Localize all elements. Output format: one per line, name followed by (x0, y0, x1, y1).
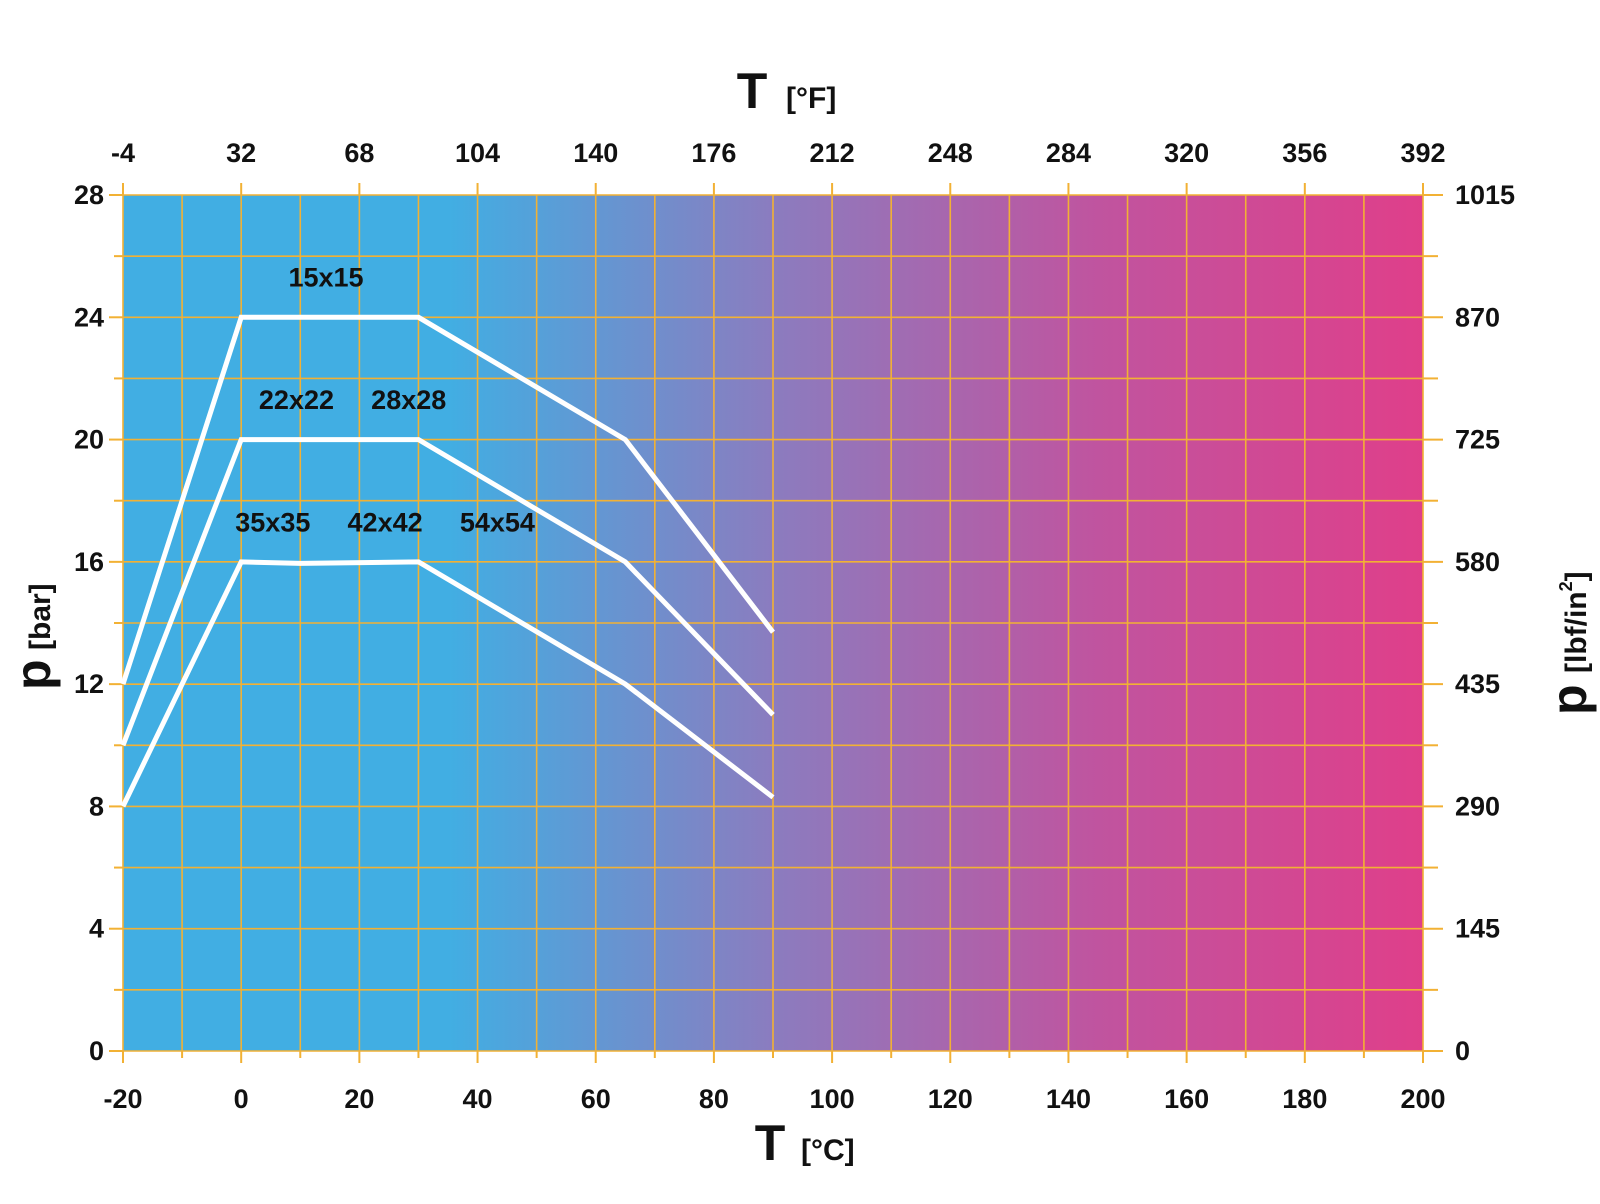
y-tick-label: 8 (89, 791, 104, 821)
y-tick-label: 12 (74, 669, 104, 699)
x2-tick-label: 104 (455, 138, 500, 168)
series-label: 28x28 (371, 385, 446, 415)
y2-axis-unit-sup: 2 (1556, 581, 1576, 591)
series-line (120, 559, 775, 808)
x2-tick-label: 32 (226, 138, 256, 168)
y2-tick-label: 145 (1455, 914, 1500, 944)
series-line (120, 437, 775, 747)
y2-axis-unit-close: ] (1560, 571, 1593, 581)
axis-ticks (109, 183, 1443, 1063)
x-tick-label: -20 (103, 1084, 142, 1114)
y-tick-label: 16 (74, 547, 104, 577)
x2-tick-label: 356 (1282, 138, 1327, 168)
y2-tick-label: 1015 (1455, 180, 1515, 210)
y-tick-label: 0 (89, 1036, 104, 1066)
x-tick-label: 200 (1400, 1084, 1445, 1114)
x2-tick-label: 248 (928, 138, 973, 168)
x-tick-label: 180 (1282, 1084, 1327, 1114)
y-tick-label: 4 (89, 914, 104, 944)
series-label: 15x15 (288, 263, 363, 293)
y-axis-unit: [bar] (24, 583, 57, 650)
labels: -20 0 20 40 60 80 100 120 140 160 180 200-4 32 68 104 1… (74, 138, 1515, 1114)
y2-axis-unit-base: [lbf/in (1560, 591, 1593, 673)
x-tick-label: 40 (463, 1084, 493, 1114)
x-axis-symbol: T (755, 1115, 786, 1171)
x2-tick-label: 140 (573, 138, 618, 168)
x2-tick-label: 68 (344, 138, 374, 168)
x2-axis-symbol: T (737, 63, 768, 119)
x2-axis-unit: [°F] (786, 82, 836, 115)
series-line (120, 314, 775, 685)
series-label: 54x54 (460, 507, 535, 537)
y2-tick-label: 870 (1455, 302, 1500, 332)
series-label: 22x22 (259, 385, 334, 415)
y-tick-label: 24 (74, 302, 104, 332)
x-tick-label: 0 (234, 1084, 249, 1114)
y2-tick-label: 725 (1455, 425, 1500, 455)
x-tick-label: 160 (1164, 1084, 1209, 1114)
x-tick-label: 20 (344, 1084, 374, 1114)
x-axis-unit: [°C] (801, 1134, 855, 1167)
x2-tick-label: -4 (111, 138, 135, 168)
y2-tick-label: 0 (1455, 1036, 1470, 1066)
x-tick-label: 60 (581, 1084, 611, 1114)
series-label: 35x35 (235, 507, 310, 537)
x2-tick-label: 212 (810, 138, 855, 168)
x-tick-label: 80 (699, 1084, 729, 1114)
curves (120, 314, 775, 808)
x-tick-label: 120 (928, 1084, 973, 1114)
y2-tick-label: 580 (1455, 547, 1500, 577)
x2-tick-label: 392 (1400, 138, 1445, 168)
y2-axis-unit: [lbf/in2] (1556, 571, 1593, 673)
y-tick-label: 28 (74, 180, 104, 210)
y2-axis-symbol: p (1541, 684, 1597, 715)
grid-lines (122, 194, 1424, 1052)
y2-tick-label: 435 (1455, 669, 1500, 699)
series-label: 42x42 (348, 507, 423, 537)
x2-tick-label: 320 (1164, 138, 1209, 168)
y-axis-symbol: p (5, 659, 61, 690)
x-tick-label: 100 (810, 1084, 855, 1114)
x2-tick-label: 176 (691, 138, 736, 168)
x-tick-label: 140 (1046, 1084, 1091, 1114)
y2-tick-label: 290 (1455, 791, 1500, 821)
y-tick-label: 20 (74, 425, 104, 455)
x2-tick-label: 284 (1046, 138, 1091, 168)
